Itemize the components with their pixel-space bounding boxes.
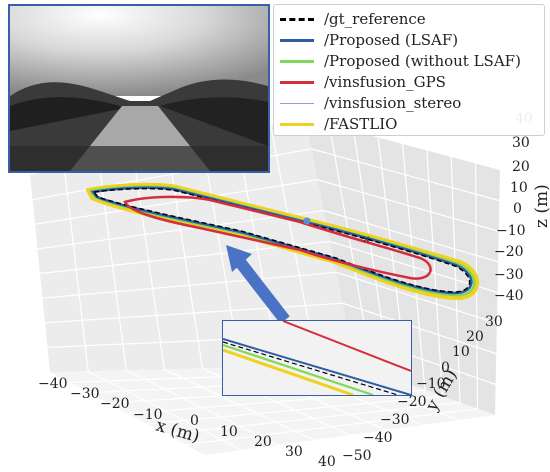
svg-text:20: 20 — [466, 329, 484, 345]
legend-item-fastlio: /FASTLIO — [280, 114, 397, 134]
pointer-arrow — [235, 258, 290, 324]
svg-text:−30: −30 — [494, 267, 524, 283]
svg-text:−10: −10 — [496, 223, 526, 239]
trajectory-fastlio — [86, 182, 479, 301]
svg-text:10: 10 — [452, 344, 470, 360]
svg-text:30: 30 — [485, 314, 503, 330]
svg-text:−30: −30 — [70, 386, 100, 402]
legend-item-vinsfusion-stereo: /vinsfusion_stereo — [280, 93, 461, 113]
legend-item-gt-reference: /gt_reference — [280, 9, 426, 29]
camera-image — [8, 4, 270, 173]
svg-text:−20: −20 — [397, 394, 427, 410]
svg-text:20: 20 — [512, 159, 530, 175]
svg-text:10: 10 — [220, 424, 238, 440]
svg-text:0: 0 — [441, 360, 450, 376]
z-tick-labels: 40 30 20 10 0 −10 −20 −30 −40 — [494, 111, 533, 304]
trajectory-gt-reference — [92, 187, 471, 293]
svg-text:10: 10 — [510, 180, 528, 196]
svg-text:0: 0 — [190, 413, 199, 429]
svg-text:−30: −30 — [380, 412, 410, 428]
svg-text:−20: −20 — [100, 396, 130, 412]
svg-text:−20: −20 — [494, 244, 524, 260]
legend-item-vinsfusion-gps: /vinsfusion_GPS — [280, 72, 446, 92]
z-axis-label: z (m) — [532, 184, 550, 228]
svg-text:−50: −50 — [342, 448, 372, 464]
svg-text:40: 40 — [318, 454, 336, 470]
svg-text:30: 30 — [512, 135, 530, 151]
pointer-arrow-head — [226, 245, 252, 272]
zoom-inset — [222, 320, 412, 396]
legend-item-without-lsaf: /Proposed (without LSAF) — [280, 51, 521, 71]
svg-text:−10: −10 — [416, 376, 446, 392]
svg-text:−40: −40 — [38, 376, 68, 392]
y-tick-labels: −50 −40 −30 −20 −10 0 10 20 30 — [342, 314, 503, 464]
x-tick-labels: −40 −30 −20 −10 0 10 20 30 40 — [38, 376, 336, 470]
legend: /gt_reference /Proposed (LSAF) /Proposed… — [273, 4, 545, 136]
svg-text:−40: −40 — [363, 430, 393, 446]
trajectory-vinsfusion-gps — [123, 195, 432, 280]
svg-text:30: 30 — [285, 444, 303, 460]
svg-text:−40: −40 — [494, 288, 524, 304]
legend-item-lsaf: /Proposed (LSAF) — [280, 30, 458, 50]
svg-text:20: 20 — [254, 434, 272, 450]
end-marker: ✕ — [362, 235, 370, 246]
svg-text:−10: −10 — [133, 407, 163, 423]
svg-text:0: 0 — [513, 201, 522, 217]
trajectory-lsaf — [90, 186, 473, 295]
start-marker — [303, 217, 311, 225]
